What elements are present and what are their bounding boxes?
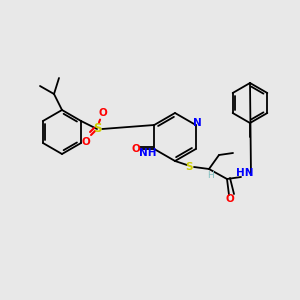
Text: HN: HN [236,168,254,178]
Text: S: S [185,162,193,172]
Text: H: H [207,170,213,179]
Text: NH: NH [140,148,157,158]
Text: O: O [226,194,234,204]
Text: O: O [132,144,141,154]
Text: S: S [93,122,101,136]
Text: O: O [99,108,107,118]
Text: N: N [194,118,202,128]
Text: O: O [82,137,90,147]
